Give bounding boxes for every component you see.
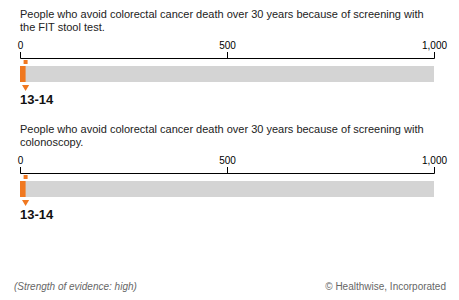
panel: People who avoid colorectal cancer death… — [18, 123, 448, 222]
tick-mark — [227, 52, 228, 58]
tick-mark — [434, 52, 435, 58]
x-axis: 0 500 1,000 — [18, 155, 448, 174]
data-label: 13-14 — [20, 92, 54, 107]
marker-square — [24, 175, 28, 179]
plot-area — [20, 60, 434, 91]
title-line: colonoscopy. — [20, 136, 83, 148]
tick-mark — [227, 167, 228, 173]
tick-mark — [20, 52, 21, 58]
chart: People who avoid colorectal cancer death… — [0, 0, 459, 300]
title: People who avoid colorectal cancer death… — [20, 123, 424, 148]
tick: 0 — [18, 40, 24, 58]
title: People who avoid colorectal cancer death… — [20, 8, 424, 33]
title-line: People who avoid colorectal cancer death… — [20, 8, 424, 20]
panel: People who avoid colorectal cancer death… — [18, 8, 448, 107]
tick-mark — [434, 167, 435, 173]
tick-mark — [20, 167, 21, 173]
tick: 1,000 — [422, 155, 447, 173]
tick-label: 500 — [219, 40, 236, 51]
marker-square — [24, 60, 28, 64]
footer: © Healthwise, Incorporated — [325, 281, 446, 292]
data-label: 13-14 — [20, 207, 54, 222]
marker-triangle — [22, 200, 29, 206]
axis-line — [21, 52, 435, 59]
tick: 500 — [219, 155, 236, 173]
footer: (Strength of evidence: high) — [14, 281, 137, 292]
axis-line — [21, 167, 435, 174]
bar-track — [20, 181, 434, 197]
marker-triangle — [22, 85, 29, 91]
tick-label: 1,000 — [422, 40, 447, 51]
title-line: People who avoid colorectal cancer death… — [20, 123, 424, 135]
tick-label: 500 — [219, 155, 236, 166]
tick: 500 — [219, 40, 236, 58]
bar — [20, 181, 26, 197]
x-axis: 0 500 1,000 — [18, 40, 448, 59]
bar — [20, 66, 26, 82]
bar-track — [20, 66, 434, 82]
tick: 1,000 — [422, 40, 447, 58]
tick-label: 0 — [18, 40, 24, 51]
tick-label: 1,000 — [422, 155, 447, 166]
tick: 0 — [18, 155, 24, 173]
tick-label: 0 — [18, 155, 24, 166]
title-line: the FIT stool test. — [20, 21, 105, 33]
plot-area — [20, 175, 434, 206]
